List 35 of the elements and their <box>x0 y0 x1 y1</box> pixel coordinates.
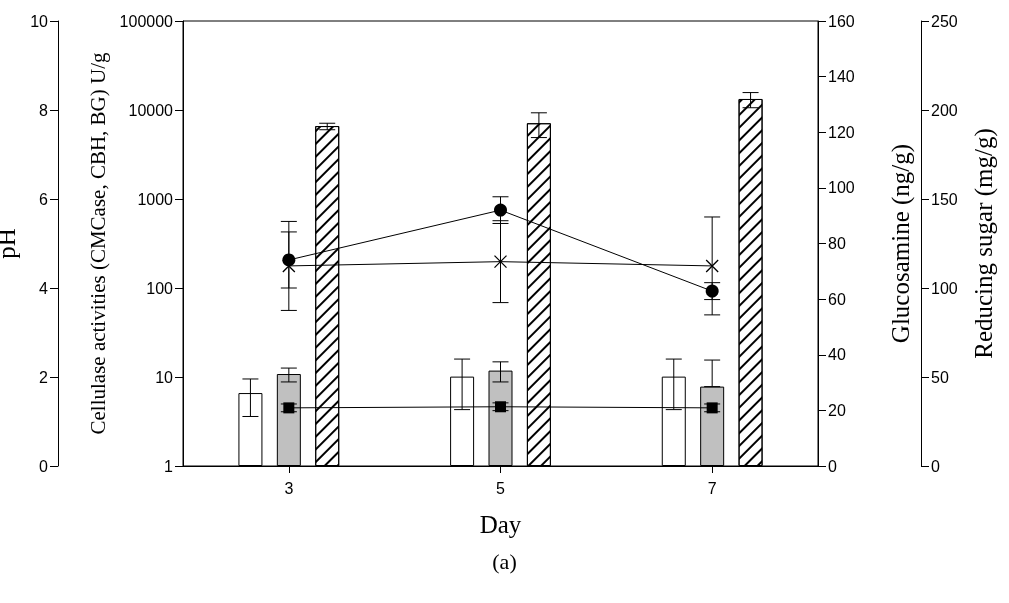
y2-tick-label: 1 <box>164 457 174 475</box>
y3-tick-label: 20 <box>828 401 846 419</box>
y-tick-label: 150 <box>931 190 958 208</box>
y-tick-label: 0 <box>39 457 49 475</box>
y-axis-title: Reducing sugar (mg/g) <box>970 128 998 359</box>
y2-tick-label: 10 <box>155 368 174 386</box>
y-tick-label: 4 <box>39 279 49 297</box>
y-tick-label: 0 <box>931 457 940 475</box>
y3-tick-label: 100 <box>828 179 855 197</box>
y-tick-label: 250 <box>931 12 958 30</box>
y3-tick-label: 0 <box>828 457 837 475</box>
y3-tick-label: 80 <box>828 235 846 252</box>
y-tick-label: 8 <box>39 101 49 119</box>
y3-tick-label: 120 <box>828 123 855 141</box>
y3-tick-label: 60 <box>828 290 846 308</box>
y3-tick-label: 140 <box>828 68 855 86</box>
x-axis-title: Day <box>479 511 522 538</box>
y3-axis-title: Glucosamine (ng/g) <box>887 143 915 344</box>
y3-tick-label: 160 <box>828 12 855 30</box>
y-tick-label: 2 <box>39 368 49 386</box>
x-tick-label: 5 <box>496 479 506 497</box>
y2-tick-label: 100 <box>146 279 174 297</box>
x-tick-label: 3 <box>284 479 294 497</box>
y2-tick-label: 1000 <box>137 190 174 208</box>
y2-tick-label: 10000 <box>128 101 174 119</box>
y2-axis-title: Cellulase activities (CMCase, CBH, BG) U/g <box>86 51 111 435</box>
y2-tick-label: 100000 <box>119 12 174 30</box>
y-tick-label: 10 <box>30 12 49 30</box>
y-tick-label: 100 <box>931 279 958 297</box>
y-tick-label: 6 <box>39 190 49 208</box>
x-tick-label: 7 <box>707 479 717 497</box>
y-tick-label: 200 <box>931 101 958 119</box>
y3-tick-label: 40 <box>828 346 846 364</box>
y-tick-label: 50 <box>931 368 949 386</box>
text: (a) <box>492 548 517 574</box>
